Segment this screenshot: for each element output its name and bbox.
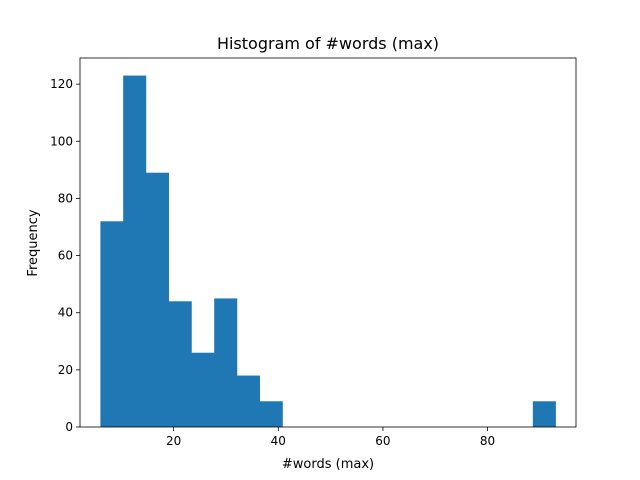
y-axis-ticks: 0 20 40 60 80 100 120 [50,77,80,434]
bars-group [100,75,556,428]
histogram-bar-2 [145,172,169,427]
y-tick-label: 80 [58,191,73,205]
histogram-bar-19 [532,401,556,427]
x-axis-label: #words (max) [282,457,374,472]
y-tick-label: 100 [50,134,73,148]
histogram-bar-1 [123,75,147,428]
y-tick-label: 0 [65,420,73,434]
histogram-bar-4 [191,352,215,427]
histogram-bar-0 [100,221,124,427]
x-axis-ticks: 20 40 60 80 [166,427,495,448]
histogram-bar-7 [259,401,283,427]
histogram-bar-3 [168,301,192,427]
y-tick-label: 60 [58,249,73,263]
histogram-bar-6 [236,375,261,427]
x-tick-label: 60 [375,434,390,448]
histogram-bar-5 [214,298,238,427]
y-axis-label: Frequency [26,209,41,276]
chart-title: Histogram of #words (max) [217,34,439,53]
y-tick-label: 120 [50,77,73,91]
x-tick-label: 40 [271,434,286,448]
x-tick-label: 20 [166,434,181,448]
y-tick-label: 20 [58,363,73,377]
y-tick-label: 40 [58,306,73,320]
x-tick-label: 80 [480,434,495,448]
plot-frame [79,57,577,428]
